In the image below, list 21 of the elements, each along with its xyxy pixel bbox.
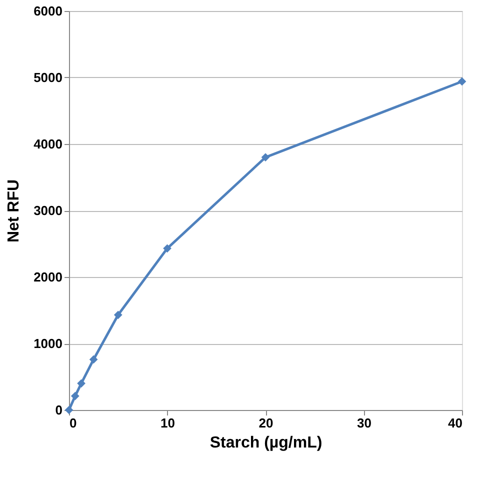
- y-tick-label: 4000: [34, 136, 62, 152]
- x-tick-label: 20: [258, 416, 274, 430]
- y-tick-label: 0: [55, 402, 62, 418]
- point: [89, 355, 98, 364]
- y-tick-label: 5000: [34, 70, 62, 85]
- point: [114, 310, 122, 320]
- point: [77, 379, 86, 388]
- x-tick-label: 30: [357, 416, 372, 430]
- y-tick-label: 3000: [34, 203, 62, 218]
- point: [261, 153, 270, 162]
- y-tick-label: 6000: [34, 4, 62, 18]
- x-axis-title: Starch (µg/mL): [210, 434, 322, 452]
- x-tick-label: 10: [160, 416, 175, 430]
- point: [70, 392, 80, 400]
- x-tick-label: 0: [70, 416, 77, 430]
- point: [458, 77, 466, 86]
- y-tick-label: 2000: [34, 270, 62, 284]
- y-tick-label: 1000: [34, 336, 62, 351]
- y-axis-title: Net RFU: [6, 179, 23, 243]
- point: [163, 244, 172, 253]
- x-tick-label: 40: [448, 416, 462, 430]
